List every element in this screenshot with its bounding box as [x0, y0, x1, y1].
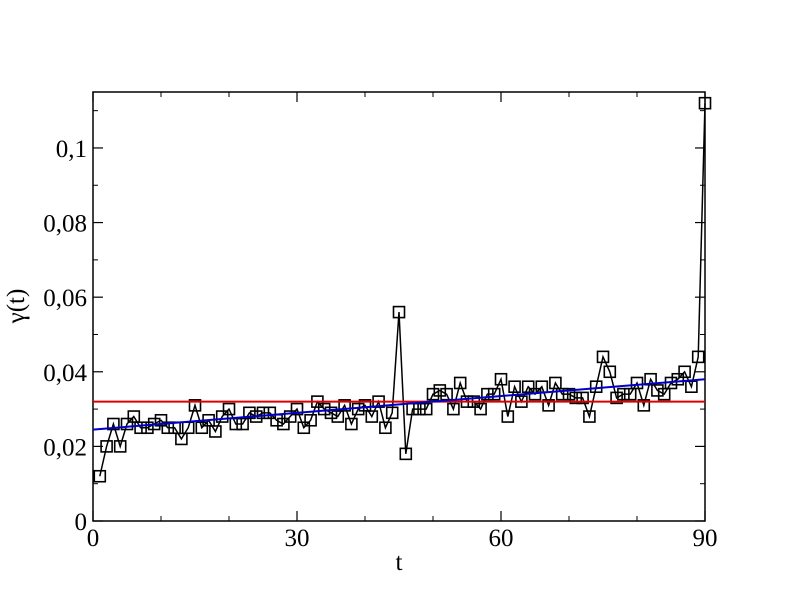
- marker: [338, 399, 351, 412]
- marker: [215, 410, 229, 423]
- marker: [263, 406, 277, 420]
- marker: [141, 421, 154, 435]
- marker: [542, 399, 555, 412]
- marker: [365, 410, 379, 423]
- marker: [569, 391, 583, 405]
- x-tick-label: 0: [87, 525, 100, 552]
- y-tick-label: 0,02: [43, 434, 87, 461]
- marker: [283, 410, 297, 423]
- marker: [698, 96, 712, 110]
- marker: [521, 380, 535, 394]
- marker: [657, 387, 671, 401]
- marker: [562, 387, 576, 401]
- series-line: [92, 378, 706, 431]
- y-tick-label: 0,1: [56, 136, 87, 163]
- marker: [379, 421, 392, 435]
- marker: [324, 406, 338, 420]
- marker: [107, 417, 120, 431]
- marker: [474, 402, 487, 416]
- marker: [610, 391, 623, 405]
- marker: [304, 413, 317, 427]
- marker: [297, 421, 311, 435]
- x-tick-label: 60: [489, 525, 514, 552]
- marker: [494, 372, 508, 386]
- marker: [508, 380, 521, 394]
- series-line: [99, 103, 706, 477]
- marker: [113, 440, 127, 453]
- y-tick-label: 0,06: [43, 285, 87, 312]
- marker: [433, 384, 447, 397]
- marker: [385, 406, 399, 420]
- y-axis-label: γ(t): [3, 289, 30, 325]
- marker: [589, 380, 603, 394]
- marker: [671, 372, 685, 386]
- marker: [93, 469, 107, 483]
- marker: [209, 425, 222, 438]
- marker: [392, 305, 406, 319]
- marker: [100, 440, 113, 453]
- marker: [222, 402, 236, 416]
- marker: [358, 399, 372, 412]
- marker: [426, 387, 440, 401]
- marker: [603, 365, 617, 379]
- marker: [630, 376, 644, 390]
- marker: [317, 402, 331, 416]
- marker: [644, 372, 657, 386]
- marker: [134, 421, 147, 435]
- marker: [481, 387, 494, 401]
- marker: [277, 417, 290, 431]
- marker: [691, 350, 705, 364]
- marker: [637, 399, 651, 412]
- marker: [651, 384, 664, 397]
- marker: [549, 376, 562, 390]
- marker: [256, 406, 270, 420]
- marker: [195, 421, 209, 435]
- marker: [555, 387, 569, 401]
- marker: [501, 410, 515, 423]
- y-tick-label: 0: [75, 509, 88, 536]
- marker: [154, 413, 168, 427]
- marker: [453, 376, 467, 390]
- marker: [623, 387, 637, 401]
- y-tick-label: 0,08: [43, 211, 87, 238]
- marker: [419, 402, 433, 416]
- marker: [127, 410, 141, 423]
- marker: [236, 417, 249, 431]
- marker: [399, 447, 413, 461]
- marker: [596, 350, 610, 364]
- x-tick-label: 90: [693, 525, 718, 552]
- marker: [243, 406, 256, 420]
- marker: [576, 391, 589, 405]
- marker: [120, 417, 134, 431]
- marker: [188, 399, 202, 412]
- y-tick-label: 0,04: [43, 360, 87, 387]
- marker: [161, 421, 175, 435]
- x-axis-label: t: [396, 549, 403, 576]
- marker: [175, 432, 188, 446]
- marker: [617, 387, 630, 401]
- marker: [331, 410, 345, 423]
- marker: [447, 402, 460, 416]
- marker: [487, 387, 501, 401]
- marker: [583, 410, 596, 423]
- marker: [290, 402, 304, 416]
- marker: [345, 417, 358, 431]
- x-tick-label: 30: [285, 525, 310, 552]
- marker: [678, 365, 691, 379]
- plot-frame: [92, 91, 706, 522]
